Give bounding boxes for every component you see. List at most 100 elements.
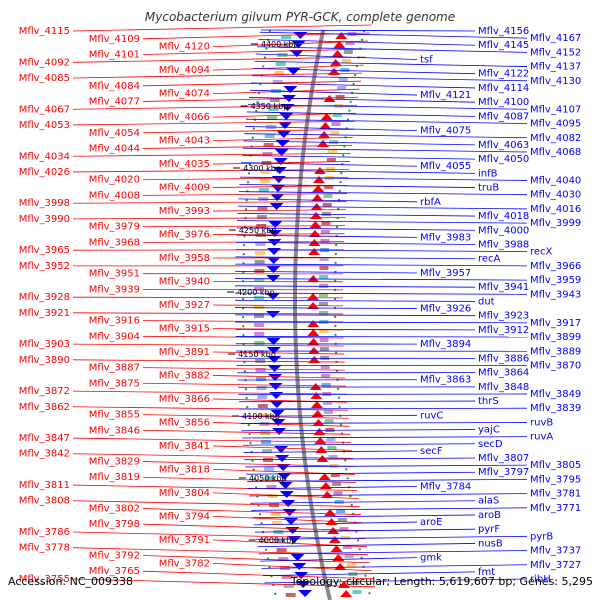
forward-gene-arrow [324, 509, 337, 516]
reverse-gene-arrow [267, 365, 282, 372]
right-gene-label: Mflv_4121 [420, 90, 471, 101]
left-gene-label: Mflv_3846 [89, 425, 140, 436]
cog-feature-forward [328, 149, 337, 153]
left-leader-line [72, 500, 360, 507]
right-leader-line [252, 514, 476, 519]
left-gene-label: Mflv_4035 [159, 159, 210, 170]
left-leader-line [72, 406, 348, 411]
left-gene-label: Mflv_3927 [159, 300, 210, 311]
right-leader-line [236, 241, 476, 245]
cog-feature-reverse [254, 332, 265, 336]
cog-feature-reverse [279, 44, 290, 48]
left-gene-label: Mflv_3798 [89, 519, 140, 530]
right-leader-line [240, 422, 528, 424]
cog-feature-forward [321, 221, 331, 225]
cog-feature-reverse [281, 575, 292, 579]
left-gene-label: Mflv_3811 [19, 480, 70, 491]
scale-label: 4200 kbp [237, 288, 275, 297]
scale-label: 4400 kbp [261, 40, 299, 49]
left-leader-line [212, 64, 364, 71]
cog-feature-reverse [254, 341, 265, 345]
left-gene-label: Mflv_3847 [19, 433, 70, 444]
right-leader-line [242, 443, 476, 446]
left-leader-line [212, 304, 344, 307]
left-leader-line [142, 382, 346, 387]
right-leader-line [237, 212, 476, 217]
forward-gene-arrow [308, 356, 321, 363]
right-gene-label: Mflv_3894 [420, 339, 471, 350]
left-gene-label: Mflv_4085 [19, 73, 70, 84]
cog-feature-reverse [278, 557, 289, 561]
cog-feature-reverse [254, 305, 264, 309]
cog-feature-forward [342, 545, 352, 549]
left-leader-line [212, 351, 345, 355]
left-gene-label: Mflv_3916 [89, 316, 140, 327]
left-leader-line [142, 128, 354, 134]
left-gene-label: Mflv_3979 [89, 222, 140, 233]
left-gene-label: Mflv_3990 [19, 214, 70, 225]
forward-gene-arrow [331, 50, 344, 57]
left-gene-label: Mflv_4074 [159, 89, 210, 100]
right-gene-label: Mflv_4018 [478, 211, 529, 222]
right-leader-line [262, 571, 476, 577]
cog-feature-forward [343, 50, 353, 54]
right-leader-line [264, 578, 528, 584]
left-gene-label: Mflv_4120 [159, 42, 210, 53]
cog-feature-forward [342, 59, 351, 63]
cog-feature-forward [326, 158, 336, 162]
right-leader-line [256, 535, 528, 540]
left-leader-line [72, 296, 344, 299]
forward-gene-arrow [314, 437, 327, 444]
right-gene-label: Mflv_3863 [420, 375, 471, 386]
right-leader-line [235, 328, 476, 331]
reverse-gene-arrow [271, 176, 286, 183]
forward-gene-arrow [311, 410, 324, 417]
right-leader-line [236, 220, 528, 224]
left-gene-label: Mflv_3804 [159, 488, 210, 499]
right-gene-label: pyrF [478, 524, 500, 535]
cog-feature-reverse [270, 512, 281, 516]
left-gene-label: Mflv_4043 [159, 136, 210, 147]
genome-summary-text: Topology: circular; Length: 5,619,607 bp… [290, 575, 593, 588]
left-gene-label: Mflv_3915 [159, 323, 210, 334]
left-leader-line [72, 120, 355, 126]
cog-feature-reverse [261, 440, 271, 444]
reverse-gene-arrow [273, 158, 288, 165]
right-leader-line [261, 564, 528, 569]
right-gene-label: ruvB [530, 417, 553, 428]
cog-feature-reverse [255, 242, 266, 246]
right-leader-line [257, 543, 476, 548]
reverse-gene-arrow [270, 194, 285, 201]
cog-feature-forward [336, 509, 346, 513]
cog-feature-forward [319, 329, 329, 333]
right-gene-label: Mflv_3999 [530, 218, 581, 229]
cog-feature-forward [323, 401, 332, 405]
reverse-gene-arrow [287, 536, 302, 543]
left-gene-label: Mflv_3940 [159, 277, 210, 288]
cog-feature-reverse [274, 71, 285, 75]
left-leader-line [72, 531, 366, 540]
cog-feature-forward [321, 383, 331, 387]
left-gene-label: Mflv_4067 [19, 104, 70, 115]
left-gene-label: Mflv_3872 [19, 386, 70, 397]
left-leader-line [212, 161, 351, 165]
left-gene-label: Mflv_3755 [19, 574, 70, 585]
right-gene-label: ribH [530, 574, 551, 585]
left-leader-line [72, 217, 346, 220]
reverse-gene-arrow [266, 347, 281, 354]
cog-feature-forward [320, 239, 330, 243]
forward-gene-arrow [323, 95, 336, 102]
right-gene-label: Mflv_4075 [420, 126, 471, 137]
left-leader-line [142, 320, 344, 323]
scale-label: 4250 kbp [239, 226, 277, 235]
scale-label: 4050 kbp [249, 474, 287, 483]
scale-label: 4300 kbp [243, 164, 281, 173]
cog-feature-forward [350, 581, 360, 585]
cog-feature-reverse [263, 143, 274, 147]
left-gene-label: Mflv_3965 [19, 245, 70, 256]
forward-gene-arrow [313, 167, 326, 174]
forward-gene-arrow [335, 32, 348, 39]
right-leader-line [235, 321, 528, 324]
right-gene-label: Mflv_3795 [530, 474, 581, 485]
left-gene-label: Mflv_3939 [89, 284, 140, 295]
